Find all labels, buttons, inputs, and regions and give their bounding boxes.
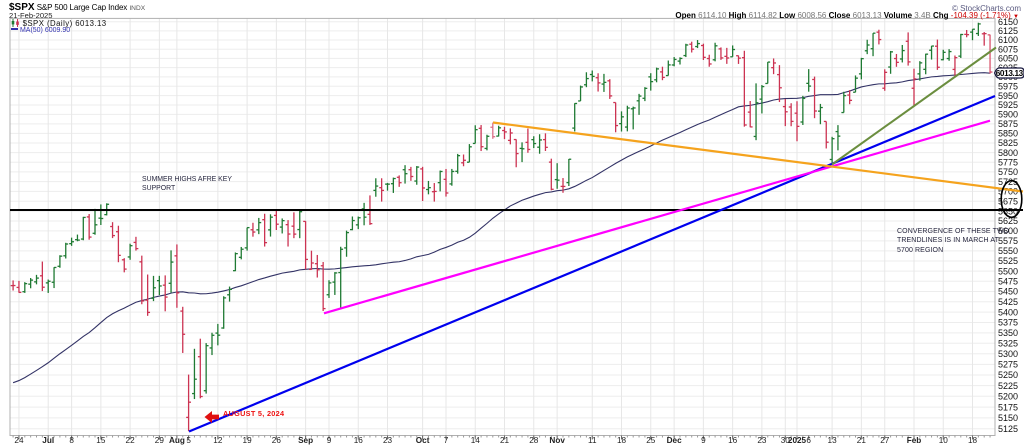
svg-text:6150: 6150 bbox=[998, 17, 1018, 27]
svg-text:18: 18 bbox=[968, 436, 978, 445]
svg-text:Nov: Nov bbox=[549, 436, 565, 445]
svg-text:5350: 5350 bbox=[998, 328, 1018, 338]
svg-text:29: 29 bbox=[155, 436, 165, 445]
svg-text:5425: 5425 bbox=[998, 297, 1018, 307]
svg-text:5325: 5325 bbox=[998, 339, 1018, 349]
svg-text:22: 22 bbox=[126, 436, 136, 445]
svg-text:13: 13 bbox=[828, 436, 838, 445]
svg-text:5300: 5300 bbox=[998, 349, 1018, 359]
svg-text:5900: 5900 bbox=[998, 110, 1018, 120]
svg-text:5500: 5500 bbox=[998, 266, 1018, 276]
svg-text:5950: 5950 bbox=[998, 91, 1018, 101]
svg-text:5625: 5625 bbox=[998, 216, 1018, 226]
svg-text:23: 23 bbox=[757, 436, 767, 445]
svg-text:5925: 5925 bbox=[998, 100, 1018, 110]
svg-text:16: 16 bbox=[728, 436, 738, 445]
svg-text:23: 23 bbox=[383, 436, 393, 445]
svg-text:5525: 5525 bbox=[998, 256, 1018, 266]
svg-text:5850: 5850 bbox=[998, 129, 1018, 139]
svg-text:5250: 5250 bbox=[998, 370, 1018, 380]
svg-text:5800: 5800 bbox=[998, 148, 1018, 158]
svg-text:5200: 5200 bbox=[998, 392, 1018, 402]
svg-text:27: 27 bbox=[880, 436, 890, 445]
svg-text:Aug: Aug bbox=[169, 436, 185, 445]
svg-text:5700: 5700 bbox=[998, 187, 1018, 197]
svg-text:5650: 5650 bbox=[998, 206, 1018, 216]
svg-text:5450: 5450 bbox=[998, 287, 1018, 297]
svg-text:15: 15 bbox=[96, 436, 106, 445]
svg-text:5275: 5275 bbox=[998, 360, 1018, 370]
svg-text:6: 6 bbox=[806, 436, 811, 445]
svg-text:18: 18 bbox=[617, 436, 627, 445]
svg-text:5550: 5550 bbox=[998, 246, 1018, 256]
svg-text:6013.13: 6013.13 bbox=[996, 69, 1024, 78]
svg-text:2025: 2025 bbox=[788, 436, 807, 445]
svg-text:5775: 5775 bbox=[998, 157, 1018, 167]
svg-text:11: 11 bbox=[588, 436, 597, 445]
svg-text:5600: 5600 bbox=[998, 226, 1018, 236]
svg-text:6125: 6125 bbox=[998, 26, 1018, 36]
svg-text:Feb: Feb bbox=[907, 436, 922, 445]
svg-text:5825: 5825 bbox=[998, 138, 1018, 148]
svg-text:Sep: Sep bbox=[298, 436, 313, 445]
svg-text:Dec: Dec bbox=[667, 436, 682, 445]
svg-text:6050: 6050 bbox=[998, 54, 1018, 64]
svg-text:5675: 5675 bbox=[998, 196, 1018, 206]
svg-text:7: 7 bbox=[444, 436, 449, 445]
svg-text:9: 9 bbox=[701, 436, 706, 445]
svg-text:Oct: Oct bbox=[416, 436, 430, 445]
svg-text:14: 14 bbox=[471, 436, 481, 445]
svg-text:5400: 5400 bbox=[998, 307, 1018, 317]
svg-text:10: 10 bbox=[939, 436, 949, 445]
svg-text:5375: 5375 bbox=[998, 318, 1018, 328]
svg-text:21: 21 bbox=[857, 436, 867, 445]
svg-text:6100: 6100 bbox=[998, 35, 1018, 45]
svg-text:5: 5 bbox=[186, 436, 191, 445]
svg-text:Jul: Jul bbox=[42, 436, 54, 445]
svg-text:12: 12 bbox=[213, 436, 223, 445]
svg-text:26: 26 bbox=[272, 436, 282, 445]
svg-text:30: 30 bbox=[781, 436, 791, 445]
svg-text:25: 25 bbox=[646, 436, 656, 445]
svg-text:5475: 5475 bbox=[998, 276, 1018, 286]
svg-text:8: 8 bbox=[69, 436, 74, 445]
svg-text:5225: 5225 bbox=[998, 381, 1018, 391]
svg-text:28: 28 bbox=[529, 436, 539, 445]
svg-text:24: 24 bbox=[14, 436, 24, 445]
svg-text:5150: 5150 bbox=[998, 413, 1018, 423]
svg-text:5175: 5175 bbox=[998, 402, 1018, 412]
svg-text:5750: 5750 bbox=[998, 167, 1018, 177]
svg-text:5575: 5575 bbox=[998, 236, 1018, 246]
svg-text:6075: 6075 bbox=[998, 44, 1018, 54]
svg-text:16: 16 bbox=[354, 436, 364, 445]
svg-text:21: 21 bbox=[500, 436, 510, 445]
svg-text:5125: 5125 bbox=[998, 424, 1018, 434]
svg-text:5975: 5975 bbox=[998, 81, 1018, 91]
svg-text:9: 9 bbox=[327, 436, 332, 445]
svg-text:19: 19 bbox=[243, 436, 253, 445]
svg-text:5875: 5875 bbox=[998, 119, 1018, 129]
